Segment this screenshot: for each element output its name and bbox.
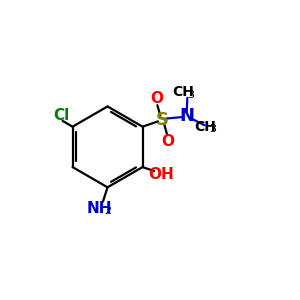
Text: CH: CH	[194, 120, 216, 134]
Text: NH: NH	[87, 201, 112, 216]
Text: 3: 3	[209, 124, 217, 134]
Text: CH: CH	[172, 85, 194, 99]
Text: O: O	[150, 91, 163, 106]
Text: OH: OH	[148, 167, 174, 182]
Text: 3: 3	[188, 90, 195, 100]
Text: O: O	[161, 134, 175, 149]
Text: 2: 2	[104, 206, 112, 216]
Text: Cl: Cl	[53, 108, 70, 123]
Text: S: S	[156, 111, 169, 129]
Text: N: N	[179, 107, 194, 125]
